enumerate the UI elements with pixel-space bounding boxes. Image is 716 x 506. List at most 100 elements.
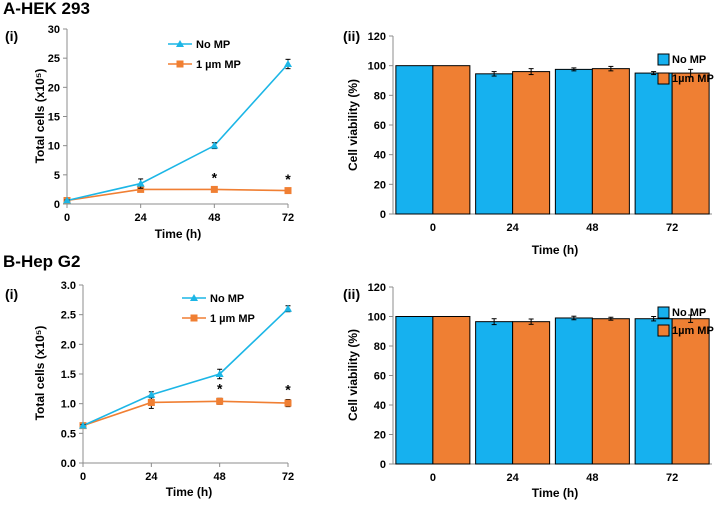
chart-b-i-series-line-0 [82, 308, 289, 427]
chart-a-ii: (ii) 0 20 40 60 80 100 120 Time (h) Cell viabilit… [343, 28, 714, 257]
chart-a-ii-bar-1 [591, 68, 630, 215]
chart-a-i-xtick-label: 72 [282, 212, 294, 224]
chart-a-i-ytick-label: 15 [48, 112, 60, 124]
chart-b-i-ytick-label: 0.0 [61, 458, 76, 470]
chart-b-i-xtick-label: 0 [80, 471, 86, 483]
chart-b-ii-bar-0 [395, 316, 434, 465]
chart-a-i-xtick-label: 24 [135, 212, 148, 224]
chart-a-ii-bar-0 [395, 65, 434, 215]
chart-a-ii-xtick-label: 72 [666, 222, 678, 234]
chart-a-ii-ytick-label: 0 [380, 209, 386, 221]
chart-b-i-ytick-label: 1.0 [61, 399, 76, 411]
chart-b-ii-bar-1 [591, 318, 630, 465]
chart-a-ii-legend-label-1: 1µm MP [672, 73, 714, 85]
chart-a-ii-legend-swatch-1 [657, 72, 670, 85]
chart-b-ii-bar-1 [671, 318, 710, 465]
chart-b-ii-ytick-label: 60 [374, 371, 386, 383]
chart-b-i: (i) 0.0 0.5 1.0 1.5 2.0 2.5 3.0 Time (h) Total ce… [5, 280, 294, 499]
chart-a-i-significance-star: * [285, 171, 291, 187]
chart-a-ii-bar-1 [512, 71, 551, 215]
chart-b-i-significance-star: * [285, 382, 291, 398]
chart-a-i-y-title: Total cells (x10⁵) [33, 69, 47, 164]
chart-a-i-point-1 [137, 185, 145, 193]
chart-a-ii-bar-0 [475, 73, 514, 215]
chart-b-i-ytick-label: 2.5 [61, 310, 76, 322]
chart-b-i-legend-label-0: No MP [210, 293, 244, 305]
chart-a-i-ytick-label: 10 [48, 141, 60, 153]
chart-b-ii-ytick-label: 40 [374, 400, 386, 412]
chart-a-i-legend-label-1: 1 µm MP [196, 59, 241, 71]
chart-a-ii-xtick-label: 0 [430, 222, 436, 234]
chart-b-i-series-line-1 [82, 400, 289, 427]
section-title-b: B-Hep G2 [3, 252, 80, 271]
chart-a-i-legend-marker-0 [176, 40, 184, 47]
chart-b-i-point-0 [284, 304, 292, 312]
chart-b-ii-bar-0 [634, 318, 673, 465]
chart-a-i-point-0 [63, 196, 71, 204]
chart-b-i-point-0 [215, 370, 224, 377]
chart-a-i-point-0 [136, 179, 145, 187]
chart-a-i-ytick-label: 25 [48, 53, 60, 65]
chart-b-i-ytick-label: 1.5 [61, 369, 76, 381]
chart-b-ii-bar-1 [432, 316, 471, 465]
chart-a-ii-ytick-label: 40 [374, 150, 386, 162]
chart-a-ii-ytick-label: 60 [374, 120, 386, 132]
chart-b-ii-ytick-label: 100 [368, 312, 386, 324]
chart-b-ii-y-title: Cell viability (%) [346, 329, 360, 421]
chart-b-ii-legend-label-0: No MP [672, 307, 706, 319]
chart-a-i-legend-label-0: No MP [196, 39, 230, 51]
chart-a-ii-xtick-label: 48 [586, 222, 598, 234]
chart-a-ii-bar-1 [671, 72, 710, 215]
chart-b-i-ytick-label: 0.5 [61, 428, 76, 440]
chart-b-i-legend-marker-0 [190, 294, 198, 301]
chart-a-ii-x-title: Time (h) [532, 243, 578, 257]
chart-b-i-ytick-label: 3.0 [61, 280, 76, 292]
chart-a-i-legend-marker-1 [176, 60, 184, 68]
chart-b-i-point-0 [147, 390, 156, 398]
chart-a-i-panel-label: (i) [5, 28, 18, 44]
chart-b-ii-panel-label: (ii) [343, 286, 360, 302]
chart-a-i: (i) 0 5 10 15 20 25 30 Time (h) Total cells (x10⁵… [5, 24, 294, 241]
chart-a-i-series-line-1 [66, 188, 289, 202]
chart-a-i-point-1 [284, 187, 292, 195]
chart-b-ii-xtick-label: 24 [507, 472, 520, 484]
chart-b-ii-legend-swatch-0 [657, 306, 670, 319]
chart-a-ii-xtick-label: 24 [507, 222, 520, 234]
chart-b-ii-ytick-label: 120 [368, 282, 386, 294]
chart-a-ii-bar-0 [554, 68, 593, 215]
chart-a-ii-ytick-label: 120 [368, 31, 386, 43]
chart-a-ii-legend-swatch-0 [657, 53, 670, 66]
chart-a-ii-y-title: Cell viability (%) [346, 79, 360, 171]
chart-b-ii-ytick-label: 20 [374, 430, 386, 442]
chart-b-ii-bar-0 [554, 317, 593, 465]
chart-a-i-ytick-label: 5 [54, 170, 60, 182]
chart-b-ii-legend-label-1: 1µm MP [672, 325, 714, 337]
chart-b-ii: (ii) 0 20 40 60 80 100 120 Time (h) Cell viabilit… [343, 282, 714, 500]
chart-b-i-legend-label-1: 1 µm MP [210, 313, 255, 325]
chart-a-i-significance-star: * [212, 170, 218, 186]
chart-b-ii-xtick-label: 72 [666, 472, 678, 484]
chart-b-i-point-0 [79, 421, 87, 429]
chart-a-i-point-0 [284, 60, 292, 67]
chart-a-i-xtick-label: 48 [208, 212, 220, 224]
chart-a-ii-ytick-label: 20 [374, 179, 386, 191]
chart-b-i-point-1 [216, 397, 224, 405]
chart-b-i-ytick-label: 2.0 [61, 339, 76, 351]
chart-a-ii-legend-label-0: No MP [672, 54, 706, 66]
chart-b-i-x-title: Time (h) [166, 485, 212, 499]
chart-b-i-xtick-label: 72 [282, 471, 294, 483]
chart-a-i-ytick-label: 20 [48, 82, 60, 94]
chart-b-ii-ytick-label: 0 [380, 459, 386, 471]
chart-b-i-panel-label: (i) [5, 286, 18, 302]
chart-a-i-point-0 [210, 141, 219, 149]
chart-a-i-point-1 [210, 185, 218, 193]
chart-b-i-xtick-label: 24 [145, 471, 158, 483]
chart-a-i-ytick-label: 0 [54, 199, 60, 211]
chart-a-i-ytick-label: 30 [48, 24, 60, 36]
chart-b-ii-xtick-label: 48 [586, 472, 598, 484]
chart-b-ii-bar-1 [512, 321, 551, 465]
section-title-a: A-HEK 293 [3, 0, 90, 18]
chart-a-i-x-title: Time (h) [155, 227, 201, 241]
chart-a-ii-bar-0 [634, 72, 673, 215]
